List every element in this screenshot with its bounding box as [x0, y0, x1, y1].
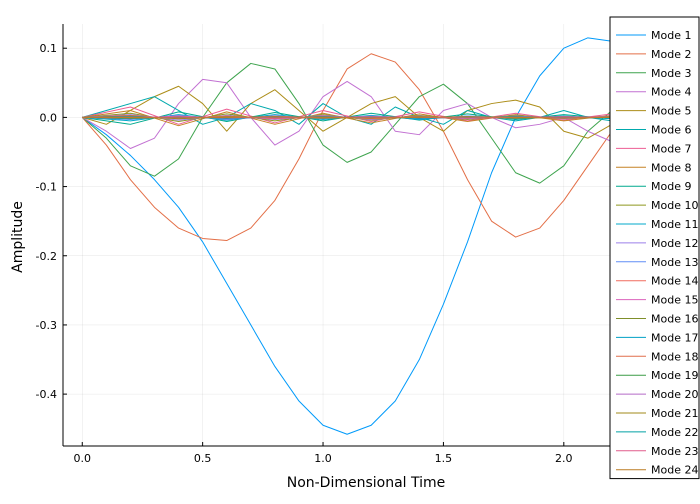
legend-label-mode-7: Mode 7	[651, 142, 691, 155]
series-layer	[81, 37, 624, 435]
y-tick-label: 0.0	[40, 111, 58, 124]
y-axis-label: Amplitude	[10, 201, 26, 273]
legend-label-mode-16: Mode 16	[651, 313, 698, 326]
x-tick-label: 0.5	[194, 452, 212, 465]
legend: Mode 1 Mode 2 Mode 3 Mode 4 Mode 5 Mode 6 Mode…	[609, 16, 700, 480]
legend-label-mode-23: Mode 23	[651, 445, 698, 458]
legend-label-mode-8: Mode 8	[651, 161, 691, 174]
x-axis-label: Non-Dimensional Time	[287, 475, 446, 491]
legend-label-mode-11: Mode 11	[651, 218, 698, 231]
legend-label-mode-22: Mode 22	[651, 426, 698, 439]
legend-label-mode-19: Mode 19	[651, 369, 698, 382]
legend-label-mode-13: Mode 13	[651, 256, 698, 269]
y-tick-label: -0.3	[36, 319, 57, 332]
legend-label-mode-2: Mode 2	[651, 48, 691, 61]
legend-label-mode-21: Mode 21	[651, 407, 698, 420]
legend-label-mode-18: Mode 18	[651, 350, 698, 363]
series-line-mode-3	[81, 62, 624, 184]
grid-layer	[63, 24, 624, 446]
legend-label-mode-12: Mode 12	[651, 237, 698, 250]
y-tick-label: 0.1	[40, 42, 58, 55]
series-line-mode-4	[82, 78, 624, 150]
series-line-mode-23	[82, 116, 624, 119]
series-line-mode-7	[82, 106, 624, 125]
y-tick-label: -0.4	[36, 388, 57, 401]
series-line-mode-1	[81, 37, 624, 435]
x-tick-label: 2.0	[555, 452, 573, 465]
x-tick-label: 1.0	[314, 452, 332, 465]
series-line-mode-22	[82, 116, 624, 119]
legend-label-mode-3: Mode 3	[651, 67, 691, 80]
legend-label-mode-5: Mode 5	[651, 105, 691, 118]
y-tick-label: -0.2	[36, 250, 57, 263]
legend-label-mode-20: Mode 20	[651, 388, 698, 401]
legend-label-mode-6: Mode 6	[651, 124, 691, 137]
legend-label-mode-15: Mode 15	[651, 294, 698, 307]
legend-label-mode-24: Mode 24	[651, 464, 698, 477]
legend-label-mode-17: Mode 17	[651, 331, 698, 344]
series-line-mode-5	[82, 85, 624, 139]
legend-label-mode-4: Mode 4	[651, 86, 691, 99]
x-tick-label: 0.0	[74, 452, 92, 465]
legend-label-mode-14: Mode 14	[651, 275, 698, 288]
legend-label-mode-10: Mode 10	[651, 199, 698, 212]
y-tick-label: -0.1	[36, 181, 57, 194]
series-line-mode-24	[82, 116, 624, 119]
legend-box	[609, 16, 700, 480]
legend-label-mode-9: Mode 9	[651, 180, 691, 193]
series-line-mode-9	[82, 111, 624, 125]
x-tick-label: 1.5	[435, 452, 453, 465]
legend-label-mode-1: Mode 1	[651, 29, 691, 42]
axes-layer: 0.0 0.5 1.0 1.5 2.0 0.1 0.0 -0.1 -0.2 -0.3 -0.4	[36, 24, 624, 465]
series-line-mode-12	[82, 114, 624, 121]
series-line-mode-2	[81, 53, 624, 242]
series-line-mode-11	[82, 114, 624, 122]
series-line-mode-8	[82, 109, 624, 127]
